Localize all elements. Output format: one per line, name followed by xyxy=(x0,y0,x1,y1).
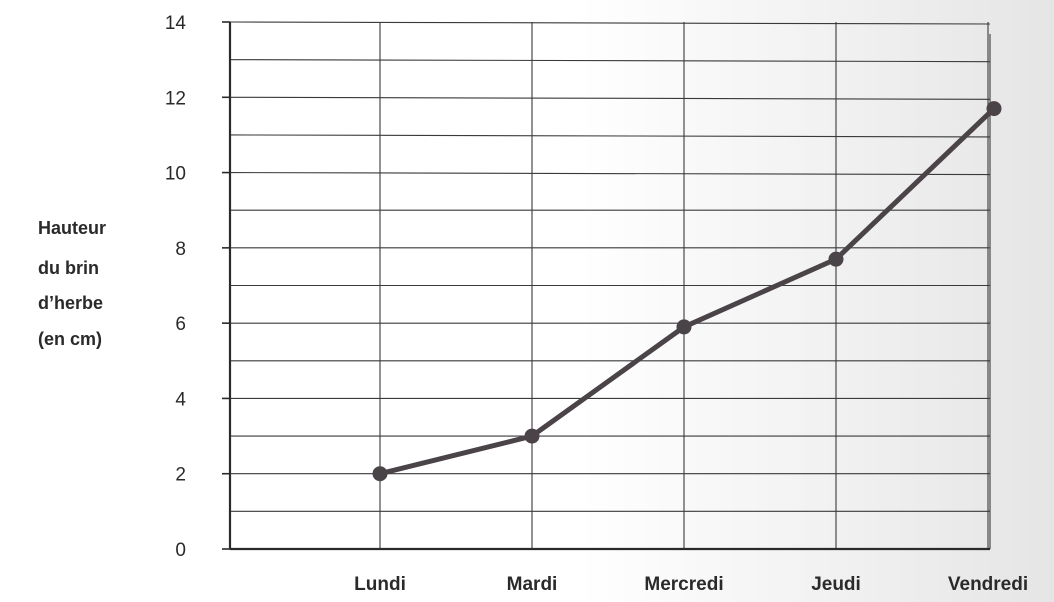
y-tick-label: 14 xyxy=(165,13,187,34)
x-tick-label-jeudi: Jeudi xyxy=(811,574,861,595)
x-tick-label-mercredi: Mercredi xyxy=(644,574,723,595)
x-tick-labels: Lundi Mardi Mercredi Jeudi Vendredi xyxy=(354,574,1028,595)
y-axis-label: Hauteur du brin d’herbe (en cm) xyxy=(38,218,106,349)
y-tick-label: 8 xyxy=(175,239,186,260)
y-axis-label-line-2: du brin xyxy=(38,258,99,278)
y-axis-label-line-3: d’herbe xyxy=(38,293,103,313)
y-tick-label: 4 xyxy=(175,389,186,410)
data-point-mardi xyxy=(524,428,540,444)
x-tick-label-lundi: Lundi xyxy=(354,574,406,595)
grid xyxy=(229,21,991,549)
axes xyxy=(222,21,990,551)
x-tick-label-mardi: Mardi xyxy=(507,574,558,595)
y-axis-label-line-1: Hauteur xyxy=(38,218,106,238)
grid-line-h xyxy=(229,59,991,63)
y-tick-label: 6 xyxy=(175,314,186,335)
x-tick-label-vendredi: Vendredi xyxy=(948,574,1028,595)
y-tick-labels: 0 2 4 6 8 10 12 14 xyxy=(165,13,187,561)
data-point-mercredi xyxy=(676,319,692,335)
grid-line-h xyxy=(229,134,991,138)
y-tick-label: 12 xyxy=(165,88,186,109)
y-tick-label: 2 xyxy=(175,465,186,486)
data-point-lundi xyxy=(372,466,388,482)
grid-line-h xyxy=(229,172,991,176)
data-point-jeudi xyxy=(828,251,844,267)
data-point-vendredi xyxy=(986,101,1002,117)
series-hauteur xyxy=(372,101,1002,482)
y-tick-label: 0 xyxy=(175,540,186,561)
y-tick-label: 10 xyxy=(165,164,186,185)
y-axis-label-line-4: (en cm) xyxy=(38,329,102,349)
grid-line-h xyxy=(229,96,991,100)
grid-line-h xyxy=(229,21,991,25)
